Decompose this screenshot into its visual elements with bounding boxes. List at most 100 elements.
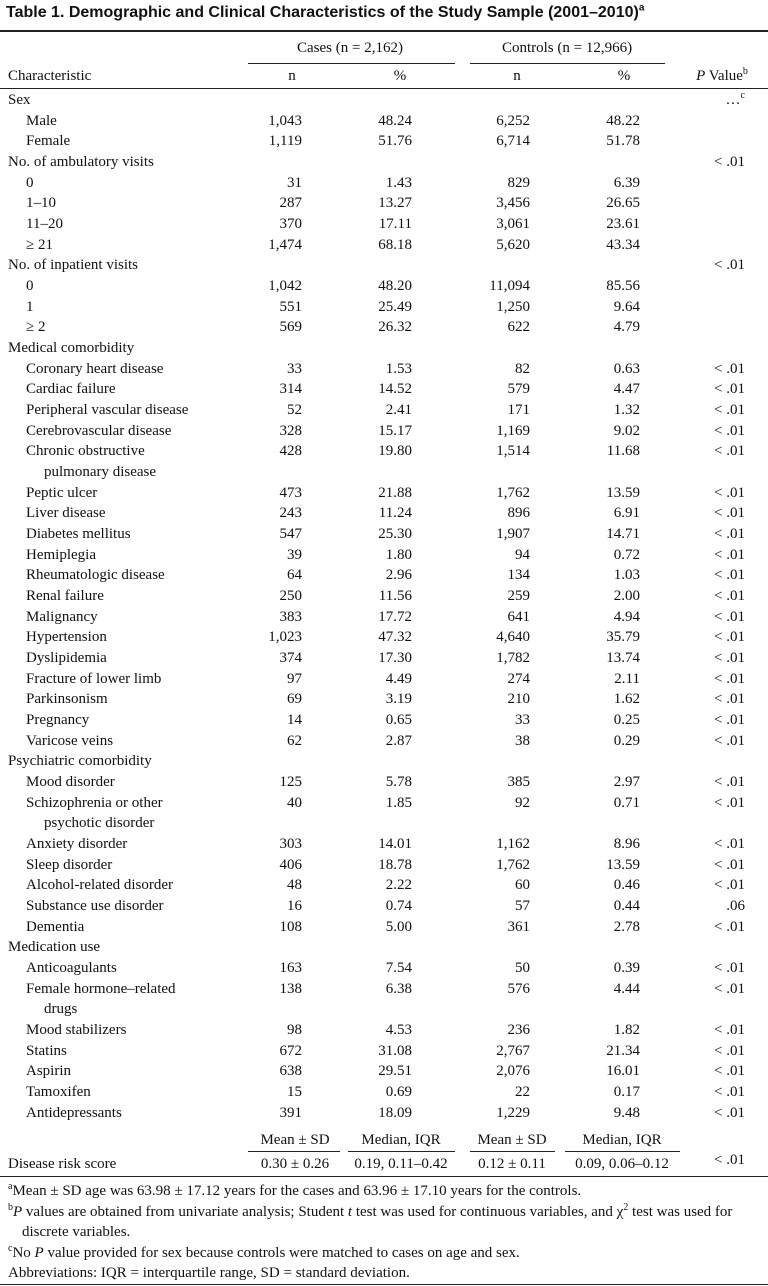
row-label: Chronic obstructive — [26, 443, 145, 460]
p-value: < .01 — [714, 503, 745, 523]
row-label: Varicose veins — [26, 732, 114, 749]
summary-value: 0.09, 0.06–0.12 — [575, 1156, 669, 1172]
cell-value: 171 — [507, 402, 531, 419]
cell-value: 385 — [507, 774, 531, 791]
cell-value: 0.69 — [385, 1084, 412, 1101]
cell-value: 15 — [287, 1084, 302, 1101]
cell-value: 6.91 — [613, 505, 640, 522]
cell-value: 13.74 — [606, 650, 640, 667]
cell-value: 43.34 — [606, 236, 640, 253]
footnote: bP values are obtained from univariate a… — [8, 1202, 760, 1243]
cell-value: 14.71 — [606, 526, 640, 543]
p-value: < .01 — [714, 545, 745, 565]
cell-value: 40 — [287, 794, 302, 811]
row-label: Hemiplegia — [26, 546, 96, 563]
p-value: < .01 — [714, 1061, 745, 1081]
cell-value: 383 — [279, 608, 303, 625]
cell-value: 5.78 — [385, 774, 412, 791]
p-value-text: < .01 — [714, 1042, 745, 1059]
p-value-text: < .01 — [714, 154, 745, 170]
cell-value: 638 — [279, 1063, 303, 1080]
cell-value: 47.32 — [378, 629, 412, 646]
row-label: Cerebrovascular disease — [26, 422, 172, 439]
p-value-text: < .01 — [714, 381, 745, 398]
cell-value: 7.54 — [385, 960, 412, 977]
row-label: Fracture of lower limb — [26, 670, 162, 687]
p-value: < .01 — [714, 421, 745, 441]
cell-value: 18.09 — [378, 1104, 412, 1121]
cell-value: 5,620 — [496, 236, 530, 253]
cell-value: 14.52 — [378, 381, 412, 398]
cell-value: 125 — [279, 774, 303, 791]
p-value-text: < .01 — [714, 505, 745, 522]
row-label: Renal failure — [26, 588, 104, 605]
cell-value: 17.72 — [378, 608, 412, 625]
cell-value: 9.48 — [613, 1104, 640, 1121]
cell-value: 4,640 — [496, 629, 530, 646]
cell-value: 547 — [279, 526, 303, 543]
cell-value: 1,762 — [496, 484, 530, 501]
cell-value: 1,474 — [268, 236, 302, 253]
cell-value: 48 — [287, 877, 302, 894]
row-label: Mood stabilizers — [26, 1022, 127, 1039]
cell-value: 622 — [507, 319, 531, 336]
summary-rule — [470, 1151, 555, 1152]
row-label: Alcohol-related disorder — [26, 877, 174, 894]
cell-value: 4.49 — [385, 670, 412, 687]
cell-value: 17.11 — [378, 216, 412, 233]
cell-value: 4.47 — [613, 381, 640, 398]
cell-value: 250 — [279, 588, 303, 605]
cell-value: 579 — [507, 381, 531, 398]
p-value-text: < .01 — [714, 1104, 745, 1121]
cell-value: 1,250 — [496, 298, 530, 315]
p-value: < .01 — [714, 483, 745, 503]
p-value-text: < .01 — [714, 1084, 745, 1101]
row-label: Substance use disorder — [26, 898, 164, 915]
cell-value: 64 — [287, 567, 302, 584]
summary-rule — [248, 1151, 340, 1152]
cell-value: 1,782 — [496, 650, 530, 667]
p-value-text: < .01 — [714, 360, 745, 377]
p-value-text: … — [725, 92, 741, 108]
cell-value: 31.08 — [378, 1042, 412, 1059]
cell-value: 25.49 — [378, 298, 412, 315]
cell-value: 92 — [515, 794, 530, 811]
cell-value: 303 — [279, 836, 303, 853]
cell-value: 259 — [507, 588, 531, 605]
section-label: No. of ambulatory visits — [8, 154, 154, 170]
cell-value: 3,061 — [496, 216, 530, 233]
cell-value: 569 — [279, 319, 303, 336]
cell-value: 39 — [287, 546, 302, 563]
cell-value: 1,169 — [496, 422, 530, 439]
p-value: < .01 — [714, 710, 745, 730]
row-label: Liver disease — [26, 505, 106, 522]
cell-value: 1,229 — [496, 1104, 530, 1121]
p-value: < .01 — [714, 669, 745, 689]
p-value: .06 — [726, 896, 745, 916]
p-value: < .01 — [714, 1103, 745, 1123]
cell-value: 48.22 — [606, 112, 640, 129]
cell-value: 406 — [279, 856, 303, 873]
cell-value: 13.59 — [606, 484, 640, 501]
text-segment: t — [347, 1203, 353, 1220]
cell-value: 2.00 — [613, 588, 640, 605]
cell-value: 391 — [279, 1104, 303, 1121]
cell-value: 11.24 — [378, 505, 412, 522]
text-segment: b — [8, 1201, 13, 1213]
header-rule — [0, 88, 768, 89]
cell-value: 0.17 — [613, 1084, 640, 1101]
p-value: < .01 — [714, 400, 745, 420]
p-value-text: < .01 — [714, 629, 745, 646]
cell-value: 31 — [287, 174, 302, 191]
group-header: Cases (n = 2,162) — [297, 40, 403, 56]
cell-value: 0.72 — [613, 546, 640, 563]
cell-value: 25.30 — [378, 526, 412, 543]
p-value-text: < .01 — [714, 836, 745, 853]
cell-value: 0.65 — [385, 712, 412, 729]
p-value: < .01 — [714, 441, 745, 461]
row-label: 1 — [26, 298, 34, 315]
p-value-text: < .01 — [714, 670, 745, 687]
table-title: Table 1. Demographic and Clinical Charac… — [6, 3, 644, 22]
summary-value: 0.19, 0.11–0.42 — [354, 1156, 448, 1172]
section-label: Sex — [8, 92, 31, 108]
